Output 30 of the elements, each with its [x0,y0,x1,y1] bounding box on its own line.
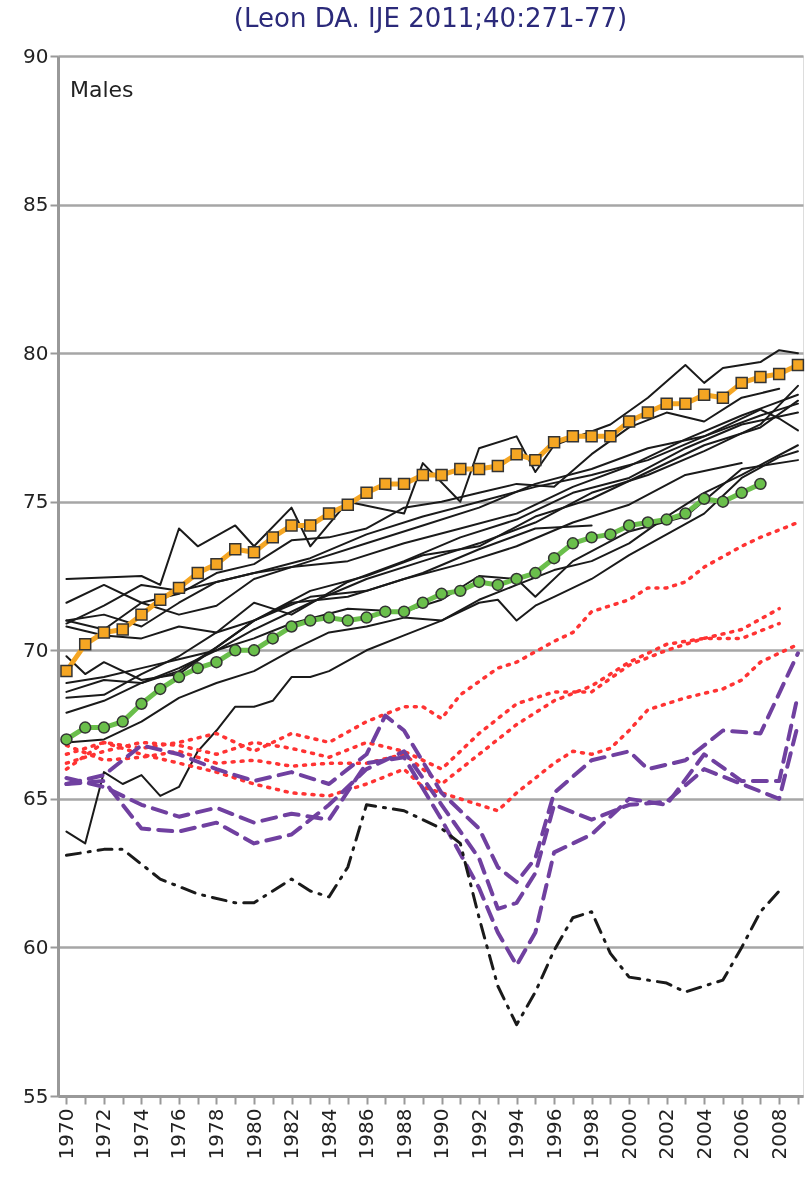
y-tick-label: 65 [23,786,49,811]
x-tick-label: 2008 [766,1108,791,1160]
chart-title: (Leon DA. IJE 2011;40:271-77) [233,3,628,33]
x-tick-label: 1992 [466,1108,491,1160]
y-tick-label: 90 [23,43,49,68]
x-tick-label: 1984 [316,1108,341,1160]
y-tick-label: 85 [23,192,49,217]
x-tick-label: 2002 [654,1108,679,1160]
x-tick-label: 1980 [241,1108,266,1160]
y-tick-label: 80 [23,340,49,365]
y-tick-label: 70 [23,637,49,662]
x-tick-label: 2006 [729,1108,754,1160]
y-tick-label: 60 [23,934,49,959]
x-tick-label: 1994 [504,1108,529,1160]
y-tick-label: 75 [23,489,49,514]
x-tick-label: 2004 [691,1108,716,1160]
x-tick-label: 2000 [616,1108,641,1160]
x-tick-label: 1974 [128,1108,153,1160]
annotation: Males [70,77,134,102]
x-tick-label: 1988 [391,1108,416,1160]
x-tick-label: 1972 [91,1108,116,1160]
x-tick-label: 1990 [429,1108,454,1160]
x-tick-label: 1996 [541,1108,566,1160]
y-tick-label: 55 [23,1083,49,1108]
x-tick-label: 1976 [166,1108,191,1160]
x-tick-label: 1970 [53,1108,78,1160]
x-tick-label: 1982 [279,1108,304,1160]
x-tick-label: 1998 [579,1108,604,1160]
x-tick-label: 1978 [203,1108,228,1160]
x-tick-label: 1986 [354,1108,379,1160]
